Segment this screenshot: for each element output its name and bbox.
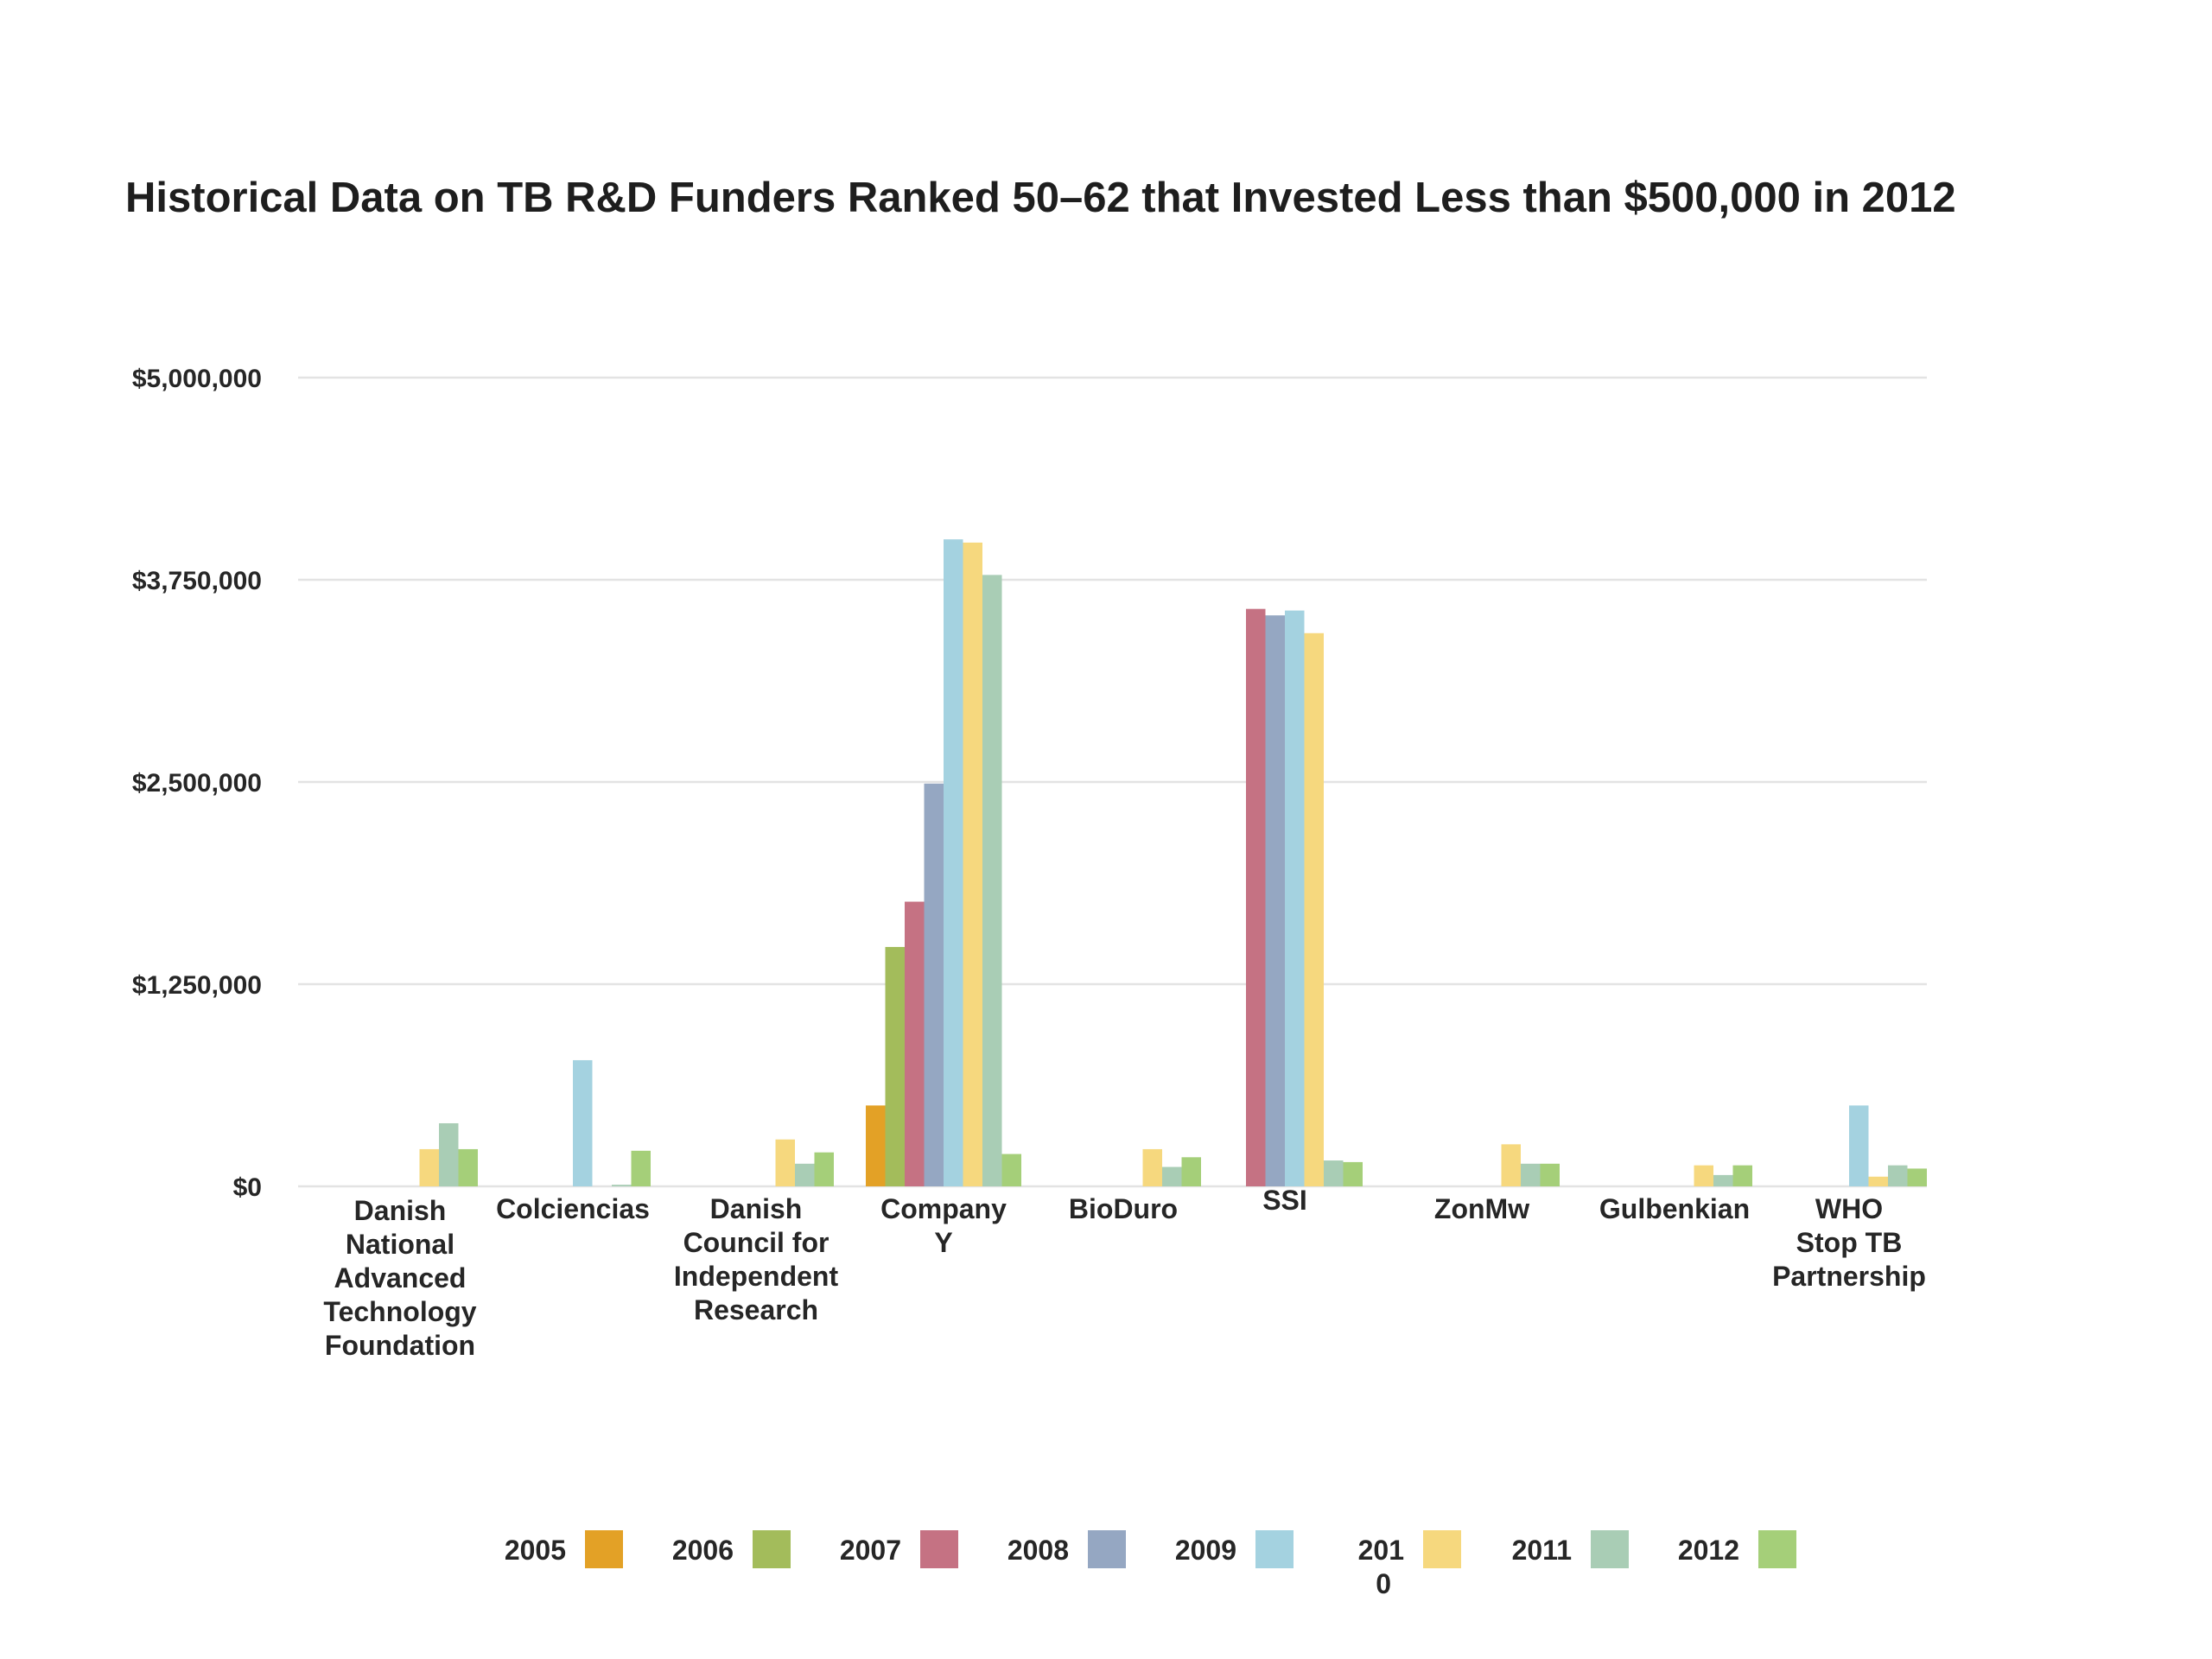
y-tick-label: $1,250,000 bbox=[132, 971, 262, 1000]
bar bbox=[963, 542, 982, 1186]
bar bbox=[1142, 1148, 1162, 1186]
legend-swatch bbox=[1591, 1530, 1629, 1568]
legend-swatch bbox=[1255, 1530, 1294, 1568]
legend-swatch bbox=[1423, 1530, 1461, 1568]
y-tick-label: $2,500,000 bbox=[132, 769, 262, 798]
bar bbox=[1713, 1174, 1733, 1186]
x-category-label: Danish National Advanced Technology Foundati… bbox=[323, 1195, 476, 1361]
legend-label: 2009 bbox=[1175, 1535, 1236, 1566]
x-category-label: Danish Council for Independent Research bbox=[674, 1193, 839, 1325]
gridlines bbox=[298, 376, 1927, 1188]
bar bbox=[1324, 1160, 1344, 1186]
legend-swatch bbox=[1758, 1530, 1796, 1568]
bar bbox=[1001, 1154, 1021, 1186]
bar bbox=[944, 539, 963, 1186]
bar bbox=[1888, 1165, 1908, 1186]
legend-label: 2008 bbox=[1007, 1535, 1069, 1566]
x-axis-categories: Danish National Advanced Technology Foundati… bbox=[323, 1185, 1926, 1361]
legend-swatch bbox=[1088, 1530, 1126, 1568]
bar bbox=[1304, 632, 1324, 1186]
bar bbox=[1540, 1163, 1560, 1186]
bar bbox=[1162, 1166, 1182, 1186]
chart-title: Historical Data on TB R&D Funders Ranked… bbox=[125, 175, 1956, 221]
bar bbox=[1285, 610, 1305, 1186]
bar bbox=[814, 1152, 834, 1186]
bar bbox=[573, 1059, 593, 1186]
bar bbox=[1849, 1105, 1869, 1186]
legend-label: 2011 bbox=[1512, 1535, 1572, 1566]
legend-label: 2007 bbox=[840, 1535, 901, 1566]
bar bbox=[1868, 1176, 1888, 1186]
bar bbox=[924, 783, 944, 1186]
bar bbox=[1181, 1157, 1201, 1186]
bars bbox=[419, 539, 1927, 1186]
legend-swatch bbox=[920, 1530, 958, 1568]
bar bbox=[612, 1185, 632, 1186]
bar bbox=[775, 1139, 795, 1186]
y-axis-ticks: $0 $1,250,000 $2,500,000 $3,750,000 $5,000,0… bbox=[132, 365, 262, 1202]
x-category-label: Gulbenkian bbox=[1599, 1193, 1750, 1224]
bar bbox=[982, 575, 1002, 1186]
legend-label: 2012 bbox=[1678, 1535, 1739, 1566]
bar bbox=[1265, 615, 1285, 1186]
bar bbox=[1343, 1161, 1363, 1186]
bar bbox=[458, 1148, 478, 1186]
bar bbox=[1521, 1163, 1541, 1186]
bar bbox=[1732, 1165, 1752, 1186]
bar bbox=[795, 1163, 815, 1186]
legend-label: 201 0 bbox=[1358, 1535, 1404, 1599]
x-category-label: SSI bbox=[1262, 1185, 1307, 1216]
legend-swatch bbox=[753, 1530, 791, 1568]
x-category-label: WHO Stop TB Partnership bbox=[1772, 1193, 1926, 1292]
legend-swatch bbox=[585, 1530, 623, 1568]
y-tick-label: $3,750,000 bbox=[132, 567, 262, 595]
legend-label: 2005 bbox=[505, 1535, 566, 1566]
bar bbox=[1694, 1165, 1713, 1186]
y-tick-label: $0 bbox=[233, 1173, 262, 1202]
bar bbox=[866, 1105, 886, 1186]
y-tick-label: $5,000,000 bbox=[132, 365, 262, 393]
bar bbox=[439, 1122, 459, 1186]
bar bbox=[905, 901, 925, 1186]
legend-label: 2006 bbox=[672, 1535, 734, 1566]
bar bbox=[1501, 1144, 1521, 1186]
bar bbox=[419, 1148, 439, 1186]
bar bbox=[631, 1150, 651, 1186]
x-category-label: Colciencias bbox=[496, 1193, 650, 1224]
bar bbox=[1907, 1168, 1927, 1186]
bar bbox=[1246, 608, 1266, 1186]
legend: 2005 2006 2007 2008 2009 201 0 2011 2012 bbox=[505, 1530, 1796, 1599]
x-category-label: ZonMw bbox=[1434, 1193, 1529, 1224]
x-category-label: Company Y bbox=[880, 1193, 1007, 1258]
bar bbox=[885, 946, 905, 1186]
x-category-label: BioDuro bbox=[1069, 1193, 1178, 1224]
